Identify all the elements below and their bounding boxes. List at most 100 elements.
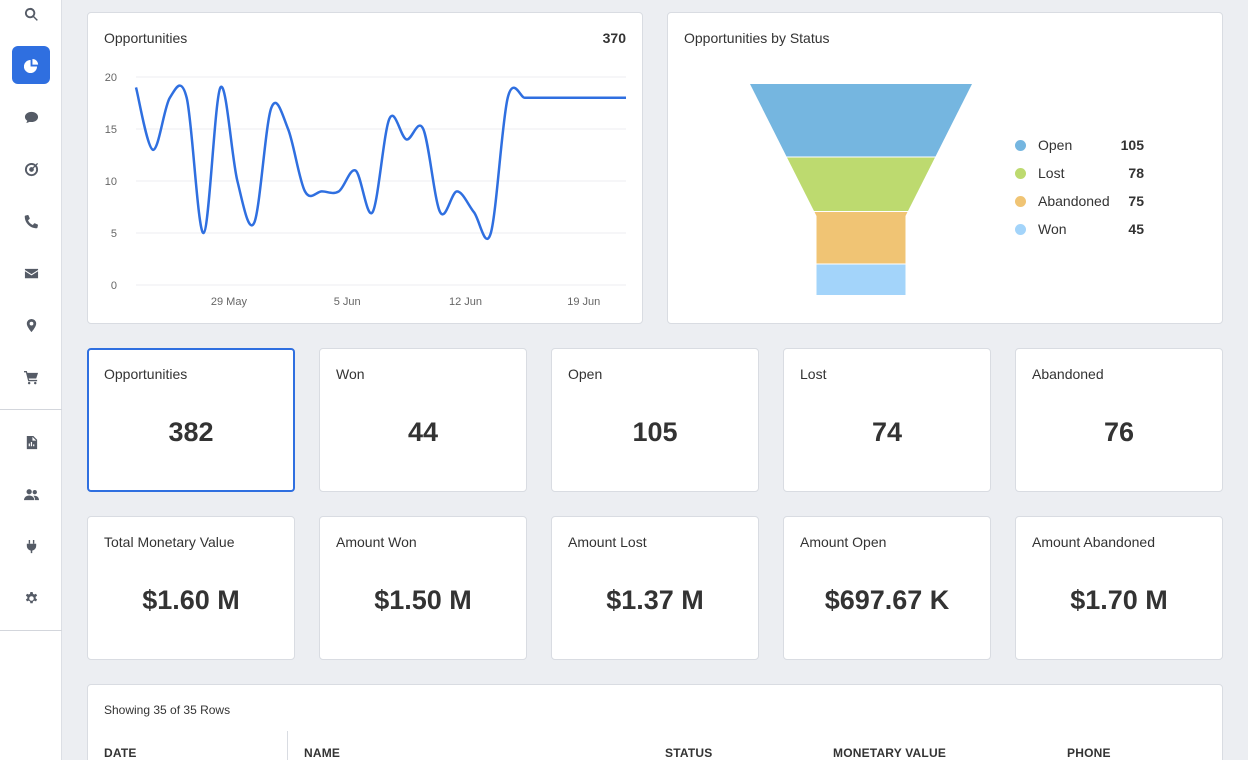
report-icon xyxy=(26,435,37,449)
stat-value: 105 xyxy=(632,417,678,447)
amount-label: Amount Open xyxy=(800,534,887,550)
sidebar-item-conversations[interactable] xyxy=(12,98,50,136)
stat-label: Won xyxy=(336,366,365,382)
legend-label: Won xyxy=(1038,221,1067,237)
legend-value: 105 xyxy=(1120,137,1144,153)
y-tick-label: 10 xyxy=(105,176,117,188)
sidebar-item-settings[interactable] xyxy=(12,579,50,617)
sidebar xyxy=(0,0,62,760)
funnel-segment-lost[interactable] xyxy=(787,157,935,212)
sidebar-divider xyxy=(0,630,62,631)
stat-value: 74 xyxy=(871,417,903,447)
legend-label: Open xyxy=(1038,137,1073,153)
stat-label: Lost xyxy=(800,366,827,382)
legend-item[interactable]: Abandoned 75 xyxy=(1014,191,1144,219)
stat-label: Opportunities xyxy=(104,366,188,382)
stat-value: 382 xyxy=(168,417,214,447)
amount-value: $1.70 M xyxy=(1070,585,1168,615)
status-funnel-chart xyxy=(750,84,972,295)
legend-label: Lost xyxy=(1038,165,1065,181)
amount-label: Amount Abandoned xyxy=(1032,534,1155,550)
plug-icon xyxy=(26,539,36,553)
stat-value: 76 xyxy=(1103,417,1135,447)
column-header-name[interactable]: NAME xyxy=(304,746,341,760)
target-icon xyxy=(24,162,38,176)
sidebar-item-reporting[interactable] xyxy=(12,46,50,84)
amount-value: $1.60 M xyxy=(142,585,240,615)
mail-icon xyxy=(24,268,38,278)
y-tick-label: 5 xyxy=(111,228,117,240)
x-tick-label: 29 May xyxy=(211,296,248,308)
sidebar-item-email[interactable] xyxy=(12,254,50,292)
funnel-legend: Open 105 Lost 78 Abandoned 75 Won 45 xyxy=(1014,135,1144,247)
column-header-status[interactable]: STATUS xyxy=(665,746,713,760)
y-tick-label: 20 xyxy=(105,72,117,84)
funnel-segment-open[interactable] xyxy=(750,84,972,157)
stat-card-abandoned[interactable]: Abandoned 76 xyxy=(1015,348,1223,492)
line-card-total: 370 xyxy=(602,30,626,46)
chat-icon xyxy=(24,111,38,123)
gear-icon xyxy=(25,591,37,603)
opportunities-table: Showing 35 of 35 Rows DATE NAME STATUS M… xyxy=(87,684,1223,760)
stat-card-lost[interactable]: Lost 74 xyxy=(783,348,991,492)
amount-card-lost[interactable]: Amount Lost $1.37 M xyxy=(551,516,759,660)
legend-item[interactable]: Lost 78 xyxy=(1014,163,1144,191)
column-divider xyxy=(287,731,288,760)
x-tick-label: 19 Jun xyxy=(567,296,600,308)
amount-value: $1.50 M xyxy=(374,585,472,615)
amount-card-abandoned[interactable]: Amount Abandoned $1.70 M xyxy=(1015,516,1223,660)
legend-value: 75 xyxy=(1128,193,1144,209)
stat-card-open[interactable]: Open 105 xyxy=(551,348,759,492)
cart-icon xyxy=(23,370,38,384)
amount-label: Amount Won xyxy=(336,534,417,550)
stat-label: Abandoned xyxy=(1032,366,1104,382)
sidebar-divider xyxy=(0,409,62,410)
legend-value: 45 xyxy=(1128,221,1144,237)
x-tick-label: 12 Jun xyxy=(449,296,482,308)
amount-card-total[interactable]: Total Monetary Value $1.60 M xyxy=(87,516,295,660)
status-funnel-card: Opportunities by Status Open 105 Lost 78… xyxy=(667,12,1223,324)
legend-item[interactable]: Open 105 xyxy=(1014,135,1144,163)
y-tick-label: 0 xyxy=(111,280,117,292)
line-card-title: Opportunities xyxy=(104,30,188,46)
opportunities-line-card: Opportunities 370 0 5 10 15 20 29 May 5 Jun 12 … xyxy=(87,12,643,324)
location-pin-icon xyxy=(26,318,36,332)
amount-label: Total Monetary Value xyxy=(104,534,235,550)
amount-card-won[interactable]: Amount Won $1.50 M xyxy=(319,516,527,660)
phone-icon xyxy=(24,214,38,228)
legend-swatch-lost xyxy=(1015,168,1026,179)
stat-card-opportunities[interactable]: Opportunities 382 xyxy=(87,348,295,492)
legend-swatch-won xyxy=(1015,224,1026,235)
column-header-phone[interactable]: PHONE xyxy=(1067,746,1111,760)
funnel-card-title: Opportunities by Status xyxy=(684,30,830,46)
legend-item[interactable]: Won 45 xyxy=(1014,219,1144,247)
funnel-segment-won[interactable] xyxy=(816,264,906,295)
sidebar-item-payments[interactable] xyxy=(12,358,50,396)
y-tick-label: 15 xyxy=(105,124,117,136)
funnel-segment-abandoned[interactable] xyxy=(814,212,908,264)
legend-swatch-abandoned xyxy=(1015,196,1026,207)
sidebar-item-search[interactable] xyxy=(12,0,50,33)
sidebar-item-opportunities[interactable] xyxy=(12,150,50,188)
legend-swatch-open xyxy=(1015,140,1026,151)
sidebar-item-locations[interactable] xyxy=(12,306,50,344)
sidebar-item-contacts[interactable] xyxy=(12,475,50,513)
legend-value: 78 xyxy=(1128,165,1144,181)
stat-card-won[interactable]: Won 44 xyxy=(319,348,527,492)
amount-label: Amount Lost xyxy=(568,534,647,550)
sidebar-item-reports[interactable] xyxy=(12,423,50,461)
amount-card-open[interactable]: Amount Open $697.67 K xyxy=(783,516,991,660)
x-tick-label: 5 Jun xyxy=(334,296,361,308)
pie-chart-icon xyxy=(23,58,38,73)
opportunities-line-chart: 0 5 10 15 20 29 May 5 Jun 12 Jun 19 Jun xyxy=(105,72,626,308)
column-header-monetary-value[interactable]: MONETARY VALUE xyxy=(833,746,947,760)
sidebar-item-calls[interactable] xyxy=(12,202,50,240)
search-icon xyxy=(24,7,38,21)
sidebar-item-integrations[interactable] xyxy=(12,527,50,565)
column-header-date[interactable]: DATE xyxy=(104,746,137,760)
series-line-opportunities[interactable] xyxy=(134,84,626,241)
stat-label: Open xyxy=(568,366,603,382)
amount-value: $697.67 K xyxy=(824,585,950,615)
table-row-count: Showing 35 of 35 Rows xyxy=(104,703,231,717)
amount-value: $1.37 M xyxy=(606,585,704,615)
